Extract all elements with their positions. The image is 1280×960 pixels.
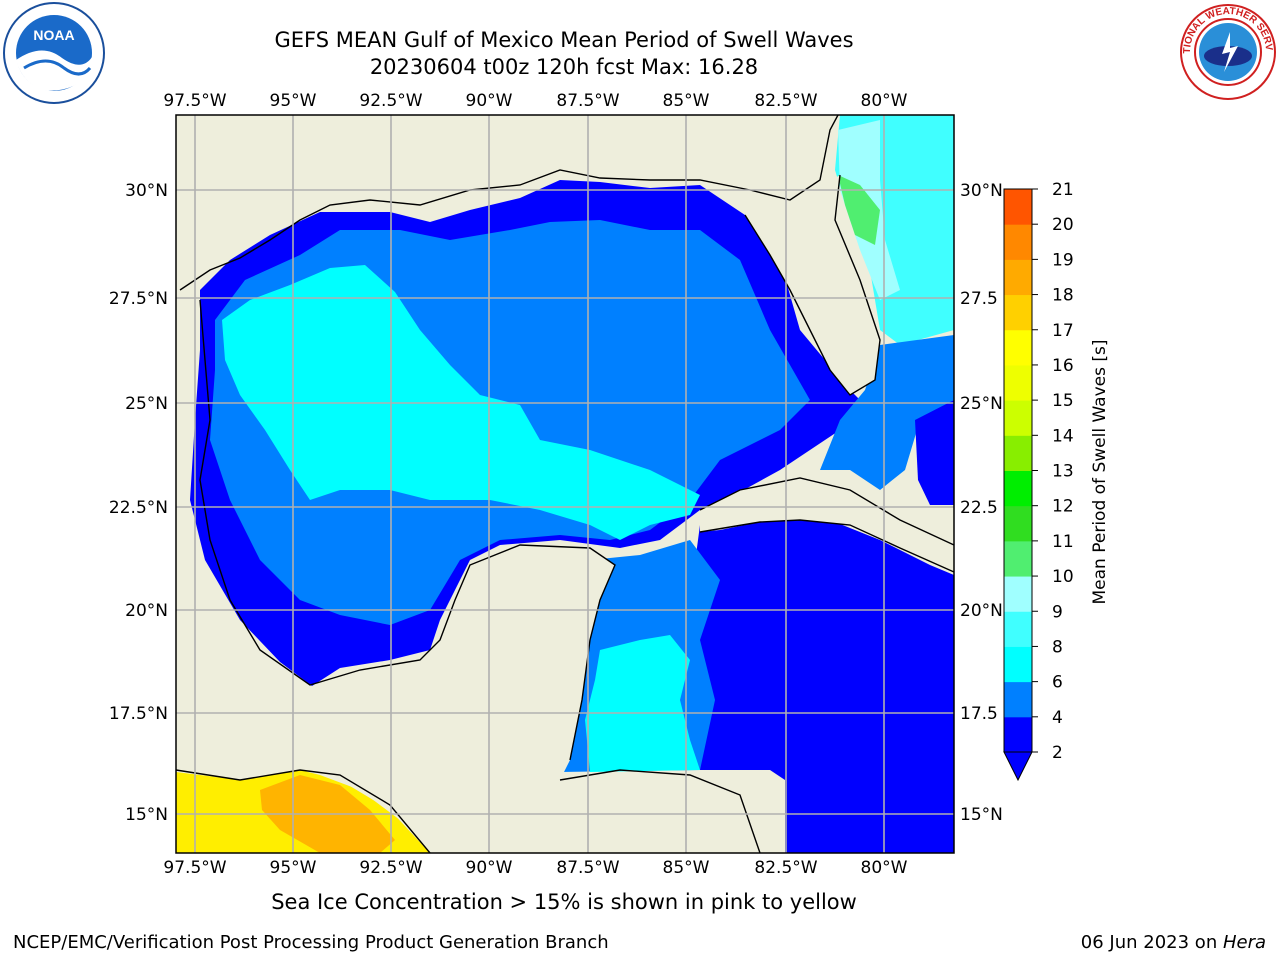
sea-ice-note: Sea Ice Concentration > 15% is shown in …	[271, 890, 857, 914]
colorbar-tick-label: 4	[1052, 708, 1063, 728]
nws-logo-icon: NATIONAL WEATHER SERVICE	[1176, 2, 1276, 100]
caribbean-contour-6s	[585, 635, 700, 772]
lon-label-bottom: 95°W	[270, 858, 317, 878]
atlantic-contour-9s	[838, 175, 880, 245]
lat-label-right: 27.5	[960, 289, 998, 309]
lon-label-top: 90°W	[466, 91, 513, 111]
colorbar-segment	[1004, 400, 1032, 436]
lon-label-bottom: 97.5°W	[163, 858, 226, 878]
lon-label-top: 92.5°W	[359, 91, 422, 111]
lon-label-top: 87.5°W	[556, 91, 619, 111]
atlantic-contour-4s	[820, 335, 954, 490]
lon-label-top: 85°W	[663, 91, 710, 111]
host-name: Hera	[1222, 932, 1266, 953]
lon-label-bottom: 92.5°W	[359, 858, 422, 878]
yucatan-land	[430, 545, 615, 790]
lon-label-top: 95°W	[270, 91, 317, 111]
colorbar-tick-label: 12	[1052, 497, 1074, 517]
colorbar-tick-label: 15	[1052, 391, 1074, 411]
map-frame	[175, 114, 955, 854]
credit-line: NCEP/EMC/Verification Post Processing Pr…	[13, 932, 609, 953]
colorbar-segment	[1004, 470, 1032, 507]
chart-title: GEFS MEAN Gulf of Mexico Mean Period of …	[274, 28, 854, 52]
lat-label-right: 25°N	[960, 394, 1003, 414]
colorbar-tick-label: 6	[1052, 673, 1063, 693]
lon-label-bottom: 85°W	[663, 858, 710, 878]
colorbar-tick-label: 8	[1052, 637, 1063, 657]
lon-label-top: 80°W	[861, 91, 908, 111]
colorbar-segment	[1004, 435, 1032, 471]
lat-label-left: 20°N	[125, 601, 168, 621]
lon-label-top: 97.5°W	[163, 91, 226, 111]
lat-label-right: 17.5	[960, 704, 998, 724]
longitude-labels-bottom: 97.5°W 95°W 92.5°W 90°W 87.5°W 85°W 82.5°W 80°W	[163, 858, 907, 878]
colorbar-segment	[1004, 329, 1032, 366]
lat-label-left: 30°N	[125, 181, 168, 201]
lat-label-left: 17.5°N	[109, 704, 168, 724]
atlantic-contour-2s	[915, 400, 954, 505]
colorbar-label: Mean Period of Swell Waves [s]	[1090, 340, 1110, 605]
colorbar-segment	[1004, 189, 1032, 225]
lat-label-right: 30°N	[960, 181, 1003, 201]
lat-label-left: 25°N	[125, 394, 168, 414]
colorbar-tick-label: 10	[1052, 567, 1074, 587]
noaa-logo-icon: NOAA	[3, 2, 105, 104]
cuba-land	[700, 478, 954, 572]
colorbar-tick-label: 18	[1052, 286, 1074, 306]
colorbar-segment	[1004, 294, 1032, 331]
lon-label-top: 82.5°W	[754, 91, 817, 111]
colorbar-tick-label: 17	[1052, 321, 1074, 341]
colorbar-segment	[1004, 505, 1032, 542]
colorbar-segment	[1004, 259, 1032, 296]
latitude-labels-left: 30°N 27.5°N 25°N 22.5°N 20°N 17.5°N 15°N	[109, 181, 168, 825]
colorbar-tick-label: 21	[1052, 180, 1074, 200]
caribbean-contour-2s	[690, 515, 954, 853]
lat-label-right: 22.5	[960, 498, 998, 518]
florida-land	[700, 175, 880, 395]
lat-label-right: 20°N	[960, 601, 1003, 621]
lon-label-bottom: 90°W	[466, 858, 513, 878]
colorbar-segment	[1004, 540, 1032, 577]
lat-label-left: 15°N	[125, 805, 168, 825]
lon-label-bottom: 80°W	[861, 858, 908, 878]
colorbar-tick-label: 16	[1052, 356, 1074, 376]
colorbar-extend-arrow	[1003, 751, 1033, 782]
lat-label-left: 22.5°N	[109, 498, 168, 518]
colorbar-segment	[1004, 224, 1032, 260]
date-stamp: 06 Jun 2023 on Hera	[1081, 932, 1266, 953]
colorbar-tick-label: 9	[1052, 602, 1063, 622]
map-gridlines	[176, 115, 954, 853]
colorbar-tick-label: 2	[1052, 743, 1063, 763]
lat-label-left: 27.5°N	[109, 289, 168, 309]
noaa-logo-text: NOAA	[33, 27, 74, 43]
colorbar-segment	[1004, 716, 1032, 753]
date-text: 06 Jun 2023 on	[1080, 932, 1223, 953]
longitude-labels-top: 97.5°W 95°W 92.5°W 90°W 87.5°W 85°W 82.5°W 80°W	[163, 91, 907, 111]
latitude-labels-right: 30°N 27.5 25°N 22.5 20°N 17.5 15°N	[960, 181, 1003, 825]
lat-label-right: 15°N	[960, 805, 1003, 825]
colorbar-segment	[1004, 611, 1032, 647]
lon-label-bottom: 82.5°W	[754, 858, 817, 878]
colorbar-segment	[1004, 646, 1032, 683]
lon-label-bottom: 87.5°W	[556, 858, 619, 878]
central-america-land	[320, 680, 760, 853]
colorbar-tick-label: 14	[1052, 426, 1074, 446]
colorbar-tick-label: 11	[1052, 532, 1074, 552]
coastline	[176, 115, 954, 853]
colorbar-tick-label: 19	[1052, 250, 1074, 270]
chart-subtitle: 20230604 t00z 120h fcst Max: 16.28	[369, 55, 759, 79]
colorbar-tick-label: 20	[1052, 215, 1074, 235]
colorbar-segment	[1004, 576, 1032, 612]
colorbar-tick-label: 13	[1052, 462, 1074, 482]
colorbar-segment	[1004, 681, 1032, 718]
colorbar-segment	[1004, 364, 1032, 401]
colorbar: 2 4 6 8 9 10 11 12 13 14 15 16 17 18 19 20 21	[1003, 180, 1074, 782]
